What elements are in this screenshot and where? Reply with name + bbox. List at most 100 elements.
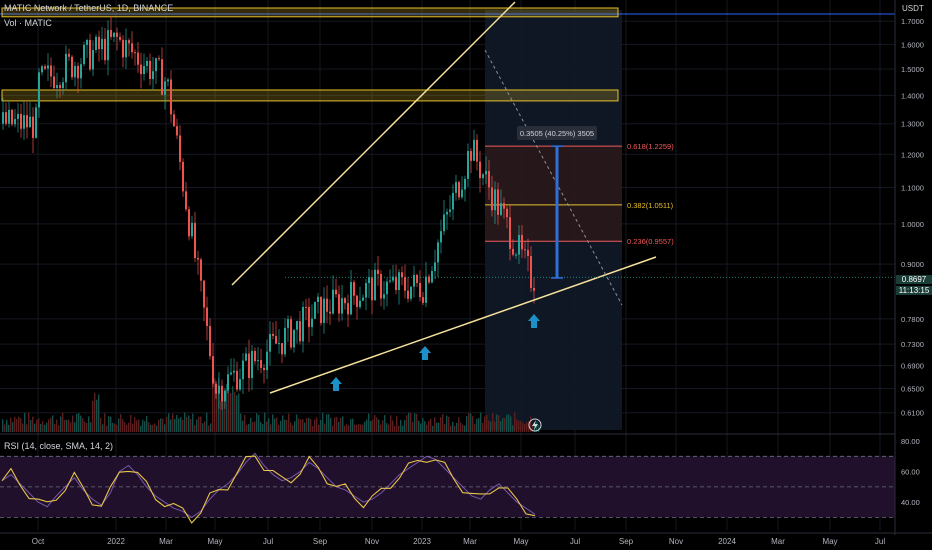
volume-bar (102, 424, 104, 432)
volume-bar (28, 412, 30, 432)
volume-legend: Vol · MATIC (4, 18, 52, 28)
volume-bar (320, 419, 322, 432)
candle-body (449, 209, 451, 212)
volume-bar (364, 421, 366, 432)
candle-body (185, 191, 187, 210)
rsi-legend: RSI (14, close, SMA, 14, 2) (4, 441, 114, 451)
volume-bar (248, 424, 250, 432)
time-tick-2: Mar (159, 537, 173, 546)
candle-body (110, 30, 112, 37)
volume-bar (274, 418, 276, 432)
candle-body (32, 116, 34, 138)
candle-body (407, 290, 409, 299)
volume-bar (104, 413, 106, 432)
rsi-tick-1: 60.00 (901, 468, 920, 477)
volume-bar (250, 417, 252, 432)
candle-body (212, 356, 214, 384)
candle-body (464, 178, 466, 190)
candle-body (149, 60, 151, 80)
volume-bar (72, 415, 74, 432)
candle-body (194, 222, 196, 258)
volume-bar (186, 416, 188, 432)
volume-bar (454, 425, 456, 432)
volume-bar (174, 419, 176, 432)
volume-bar (506, 414, 508, 432)
volume-bar (122, 419, 124, 432)
volume-bar (24, 412, 26, 432)
volume-bar (230, 393, 232, 432)
candle-body (218, 385, 220, 394)
volume-bar (472, 416, 474, 432)
candle-body (437, 242, 439, 263)
candle-body (68, 53, 70, 57)
candle-body (299, 321, 301, 342)
volume-bar (180, 417, 182, 432)
volume-bar (192, 413, 194, 432)
volume-bar (294, 421, 296, 432)
volume-bar (134, 417, 136, 432)
volume-bar (14, 416, 16, 432)
candle-body (296, 321, 298, 330)
candle-body (8, 109, 10, 124)
candle-body (305, 306, 307, 308)
volume-bar (240, 413, 242, 432)
volume-bar (304, 422, 306, 432)
candle-body (365, 283, 367, 298)
volume-bar (146, 415, 148, 432)
trendline-drawings[interactable]: 0.3505 (40.25%) 3505 (231, 1, 895, 432)
volume-bar (428, 420, 430, 432)
volume-bar (328, 414, 330, 432)
time-tick-10: Jul (570, 537, 580, 546)
volume-bar (296, 414, 298, 432)
volume-bar (290, 422, 292, 432)
candle-body (488, 170, 490, 188)
volume-bar (272, 414, 274, 432)
candle-body (20, 113, 22, 129)
volume-bar (54, 424, 56, 432)
candle-body (353, 282, 355, 296)
volume-bar (496, 414, 498, 432)
volume-bar (398, 425, 400, 432)
volume-bar (138, 419, 140, 432)
candle-body (470, 151, 472, 161)
volume-bar (316, 417, 318, 432)
fibonacci-retracement[interactable]: 0.618(1.2259) 0.382(1.0511) 0.236(0.9557) (485, 142, 674, 246)
volume-bar (8, 424, 10, 432)
candle-body (245, 353, 247, 361)
candle-body (230, 372, 232, 375)
price-tick-8: 0.9000 (901, 260, 924, 269)
volume-bar (202, 423, 204, 432)
candle-body (392, 276, 394, 281)
volume-bar (394, 425, 396, 432)
candle-body (458, 182, 460, 198)
volume-bar (130, 414, 132, 432)
volume-bar (46, 422, 48, 432)
volume-bar (450, 425, 452, 432)
volume-bar (200, 416, 202, 432)
candle-body (482, 174, 484, 179)
volume-bar (368, 413, 370, 432)
candle-body (50, 65, 52, 77)
volume-bar (62, 412, 64, 432)
time-tick-16: Jul (875, 537, 885, 546)
candle-body (455, 182, 457, 193)
volume-bar (402, 425, 404, 432)
volume-bar (208, 425, 210, 432)
candle-body (371, 277, 373, 301)
candle-body (239, 379, 241, 390)
rising-trendline-support (269, 256, 657, 394)
volume-bar (10, 417, 12, 432)
volume-bar (426, 424, 428, 432)
volume-bar (94, 392, 96, 432)
volume-bar (90, 422, 92, 432)
volume-bar (448, 416, 450, 432)
candle-body (182, 161, 184, 192)
volume-bar (404, 419, 406, 432)
fib-label-0: 0.618(1.2259) (627, 142, 674, 151)
volume-bar (142, 419, 144, 432)
volume-bar (288, 413, 290, 432)
volume-bar (152, 424, 154, 432)
candle-body (131, 43, 133, 53)
volume-bar (412, 421, 414, 432)
